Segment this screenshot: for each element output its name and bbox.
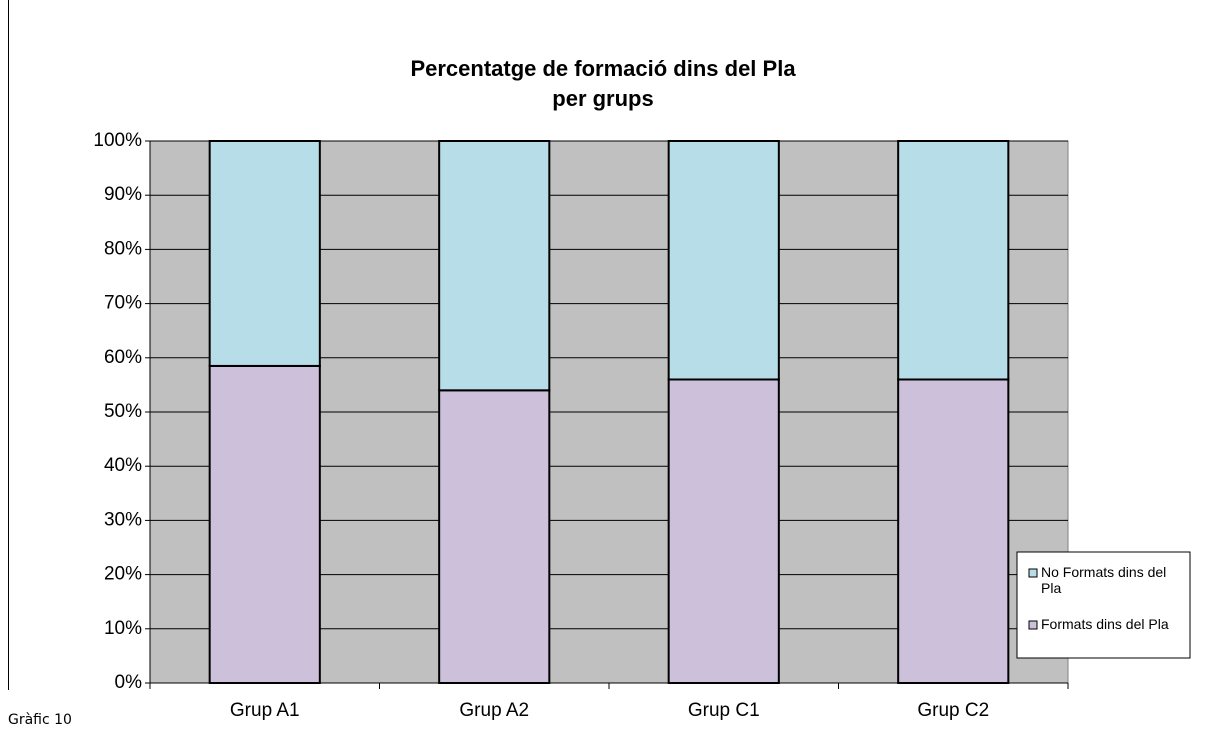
bar-segment <box>438 140 551 392</box>
y-tick-label: 100% <box>93 130 142 151</box>
legend-label: Formats dins del Pla <box>1041 616 1169 632</box>
bar-segment <box>897 140 1010 381</box>
caption: Gràfic 10 <box>8 712 72 728</box>
bar-segment <box>438 389 551 684</box>
x-tick-label: Grup A2 <box>459 700 529 721</box>
y-tick-label: 40% <box>104 455 142 476</box>
legend-entry: No Formats dins del Pla <box>1041 564 1167 596</box>
legend-swatch <box>1028 620 1038 630</box>
legend-box <box>1016 551 1191 659</box>
legend-swatch <box>1028 568 1038 578</box>
chart-title: Percentatge de formació dins del Pla <box>410 56 796 81</box>
x-tick-label: Grup C1 <box>688 700 760 721</box>
y-tick-label: 10% <box>104 618 142 639</box>
x-tick-label: Grup C2 <box>917 700 989 721</box>
y-tick-label: 90% <box>104 184 142 205</box>
y-tick-label: 50% <box>104 401 142 422</box>
chart-title: per grups <box>552 86 653 111</box>
bar-segment <box>667 378 780 684</box>
y-tick-label: 0% <box>115 672 143 693</box>
y-tick-label: 30% <box>104 509 142 530</box>
x-tick-label: Grup A1 <box>230 700 300 721</box>
y-tick-label: 80% <box>104 238 142 259</box>
y-tick-label: 60% <box>104 347 142 368</box>
bar-segment <box>897 378 1010 684</box>
bar-segment <box>208 364 321 684</box>
bar-segment <box>208 140 321 367</box>
y-tick-label: 70% <box>104 293 142 314</box>
legend-entry: Formats dins del Pla <box>1041 616 1169 632</box>
bar-segment <box>667 140 780 381</box>
y-tick-label: 20% <box>104 564 142 585</box>
legend-label: No Formats dins del Pla <box>1041 564 1167 596</box>
